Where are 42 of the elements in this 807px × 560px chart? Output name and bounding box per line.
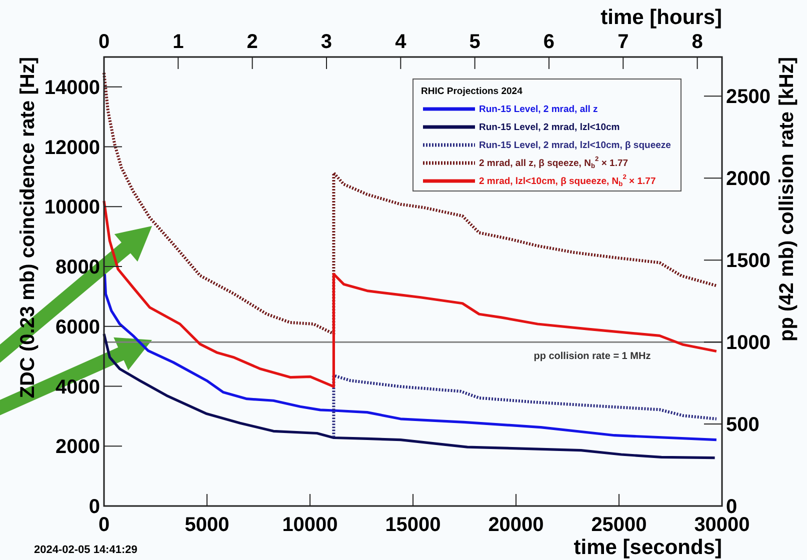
- y-tick-label: 14000: [44, 76, 100, 99]
- y-tick-label: 4000: [56, 376, 100, 398]
- y-tick-label: 6000: [56, 316, 100, 338]
- y2-tick-label: 2500: [726, 86, 770, 108]
- x2-tick-label: 6: [543, 31, 555, 53]
- x-tick-label: 20000: [488, 514, 544, 536]
- x2-tick-label: 3: [320, 31, 332, 53]
- x-tick-label: 10000: [282, 514, 338, 536]
- text: Run-15 Level, 2 mrad, all z: [479, 104, 598, 114]
- x-axis-title: time [seconds]: [574, 536, 722, 559]
- text: 2024-02-05 14:41:29: [34, 544, 138, 556]
- text: 2 mrad, all z, β sqeeze, N$_{b}$$^{2}$ × 1.77: [479, 156, 628, 170]
- x-tick-label: 5000: [184, 514, 230, 536]
- line-series: [102, 200, 718, 388]
- x2-tick-label: 1: [172, 31, 184, 53]
- line-series: [102, 332, 716, 460]
- y2-tick-label: 1500: [726, 250, 770, 272]
- x2-tick-label: 7: [618, 31, 629, 53]
- y-tick-label: 0: [88, 496, 100, 518]
- y-axis-title: ZDC (0.23 mb) coincidence rate [Hz]: [17, 57, 39, 398]
- x2-tick-label: 8: [692, 31, 703, 53]
- x-tick-label: 15000: [385, 514, 441, 536]
- line-series: [332, 374, 718, 439]
- x-tick-label: 25000: [591, 514, 647, 536]
- x2-tick-label: 5: [469, 31, 480, 53]
- y-tick-label: 10000: [44, 196, 100, 219]
- y-tick-label: 12000: [44, 136, 100, 159]
- y2-axis-title: pp (42 mb) collision rate [kHz]: [776, 57, 798, 342]
- x2-axis-title: time [hours]: [600, 6, 722, 29]
- y2-tick-label: 1000: [726, 332, 770, 354]
- text: 2 mrad, lzl<10cm, β squeeze, N$_{b}$$^{2}$ × 1.77: [479, 174, 656, 188]
- line-series: [103, 272, 718, 442]
- text: Run-15 Level, 2 mrad, lzl<10cm, β squeeze: [479, 140, 671, 150]
- legend-title: RHIC Projections 2024: [421, 86, 524, 97]
- y-tick-label: 2000: [56, 436, 100, 458]
- text: Run-15 Level, 2 mrad, lzl<10cm: [479, 122, 620, 132]
- x2-tick-label: 2: [246, 31, 258, 53]
- annotation: pp collision rate = 1 MHz: [534, 350, 651, 362]
- y2-tick-label: 2000: [726, 168, 770, 190]
- y2-tick-label: 500: [726, 414, 760, 436]
- x2-tick-label: 4: [395, 31, 408, 53]
- line-series: [102, 71, 718, 336]
